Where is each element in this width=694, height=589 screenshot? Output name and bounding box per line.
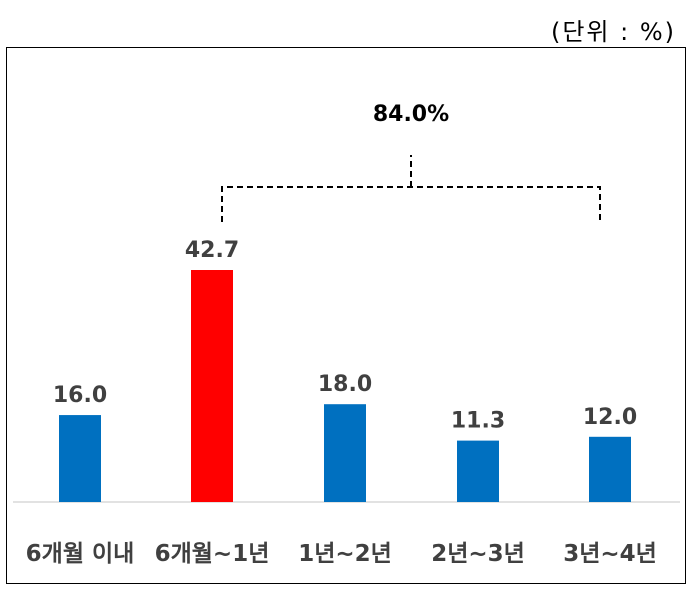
data-label-1: 16.0 <box>53 383 107 408</box>
bar-2 <box>191 270 233 502</box>
chart-frame <box>6 47 686 584</box>
category-label-4: 2년~3년 <box>431 541 525 567</box>
bar-3 <box>324 404 366 502</box>
data-label-3: 18.0 <box>318 372 372 397</box>
bar-1 <box>59 415 101 502</box>
category-label-2: 6개월~1년 <box>155 541 270 567</box>
data-label-2: 42.7 <box>185 238 239 263</box>
bracket-annotation <box>221 155 601 222</box>
annotation-label: 84.0% <box>373 102 449 127</box>
bar-5 <box>589 436 631 502</box>
data-label-5: 12.0 <box>583 405 637 430</box>
category-label-1: 6개월 이내 <box>26 541 135 567</box>
category-label-3: 1년~2년 <box>298 541 392 567</box>
unit-label: (단위 : %) <box>550 18 676 46</box>
bar-4 <box>457 440 499 502</box>
category-label-5: 3년~4년 <box>563 541 657 567</box>
data-label-4: 11.3 <box>451 409 505 434</box>
